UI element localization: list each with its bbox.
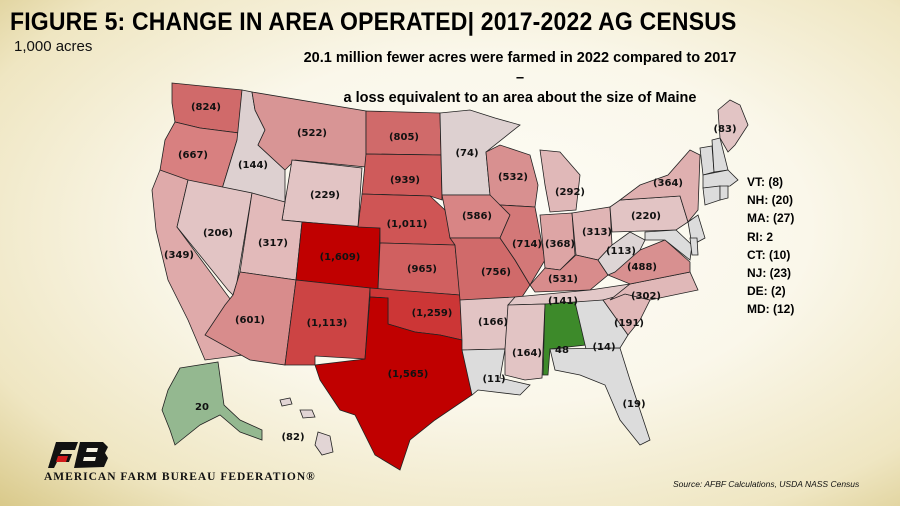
label-il: (714) <box>512 239 542 250</box>
state-nj <box>687 214 706 246</box>
state-wv <box>597 231 646 276</box>
label-az: (601) <box>235 315 265 326</box>
label-mt: (522) <box>297 128 327 139</box>
state-hi-1 <box>279 397 293 407</box>
state-la <box>461 348 531 396</box>
state-ct <box>702 185 721 206</box>
label-wa: (824) <box>191 102 221 113</box>
afbf-logo-icon <box>48 442 108 468</box>
label-sd: (939) <box>390 175 420 186</box>
state-ms <box>504 303 546 381</box>
label-ks: (965) <box>407 264 437 275</box>
state-hi-2 <box>299 409 316 419</box>
label-tn: (141) <box>548 296 578 307</box>
label-ne: (1,011) <box>387 219 428 230</box>
small-state-nj: NJ: (23) <box>747 266 792 281</box>
label-ny: (364) <box>653 178 683 189</box>
label-oh: (313) <box>582 227 612 238</box>
label-mn: (74) <box>455 148 478 159</box>
label-fl: (19) <box>622 399 645 410</box>
small-states-list: VT: (8) NH: (20) MA: (27) RI: 2 CT: (10)… <box>747 173 794 319</box>
state-fl <box>549 347 651 446</box>
label-wi: (532) <box>498 172 528 183</box>
label-nm: (1,113) <box>307 318 348 329</box>
label-ky: (531) <box>548 274 578 285</box>
label-or: (667) <box>178 150 208 161</box>
state-de <box>689 237 699 256</box>
small-state-nh: NH: (20) <box>747 193 794 208</box>
label-nd: (805) <box>389 132 419 143</box>
state-ga <box>574 299 629 350</box>
label-mo: (756) <box>481 267 511 278</box>
small-state-ct: CT: (10) <box>747 247 791 262</box>
label-ut: (317) <box>258 238 288 249</box>
label-ga: (14) <box>592 342 615 353</box>
state-sd <box>361 153 443 201</box>
small-state-ri: RI: 2 <box>747 229 774 244</box>
label-ar: (166) <box>478 317 508 328</box>
label-id: (144) <box>238 160 268 171</box>
state-vt <box>699 145 715 176</box>
small-state-vt: VT: (8) <box>747 175 783 189</box>
label-wy: (229) <box>310 190 340 201</box>
label-wv: (113) <box>606 246 636 257</box>
units-label: 1,000 acres <box>14 38 93 55</box>
subtitle-line-1: 20.1 million fewer acres were farmed in … <box>303 50 737 86</box>
label-ca: (349) <box>164 250 194 261</box>
state-wi <box>485 144 539 208</box>
state-me <box>717 99 749 153</box>
org-name: AMERICAN FARM BUREAU FEDERATION® <box>44 471 316 483</box>
state-il <box>498 204 546 286</box>
label-hi: (82) <box>281 432 304 443</box>
label-ok: (1,259) <box>412 308 453 319</box>
label-tx: (1,565) <box>388 369 429 380</box>
label-pa: (220) <box>631 211 661 222</box>
state-ri <box>719 185 729 201</box>
label-al: 48 <box>555 345 569 356</box>
small-state-de: DE: (2) <box>747 284 786 299</box>
label-me: (83) <box>713 124 736 135</box>
label-co: (1,609) <box>320 252 361 263</box>
source-note: Source: AFBF Calculations, USDA NASS Cen… <box>673 479 860 489</box>
state-tx <box>314 296 473 471</box>
label-nc: (302) <box>631 291 661 302</box>
state-ak <box>161 361 263 446</box>
small-state-ma: MA: (27) <box>747 211 795 226</box>
label-la: (11) <box>482 374 505 385</box>
small-state-md: MD: (12) <box>747 302 795 317</box>
state-ma <box>702 169 739 189</box>
state-hi-3 <box>314 431 334 456</box>
subtitle: 20.1 million fewer acres were farmed in … <box>300 48 740 108</box>
label-nv: (206) <box>203 228 233 239</box>
state-mi <box>539 149 581 213</box>
state-ny <box>618 149 701 223</box>
label-va: (488) <box>627 262 657 273</box>
label-ak: 20 <box>195 402 209 413</box>
figure-title: FIGURE 5: CHANGE IN AREA OPERATED| 2017-… <box>10 8 737 36</box>
label-ia: (586) <box>462 211 492 222</box>
label-mi: (292) <box>555 187 585 198</box>
label-in: (368) <box>545 239 575 250</box>
label-sc: (191) <box>614 318 644 329</box>
subtitle-line-2: a loss equivalent to an area about the s… <box>343 90 697 106</box>
label-ms: (164) <box>512 348 542 359</box>
state-md <box>644 229 693 261</box>
